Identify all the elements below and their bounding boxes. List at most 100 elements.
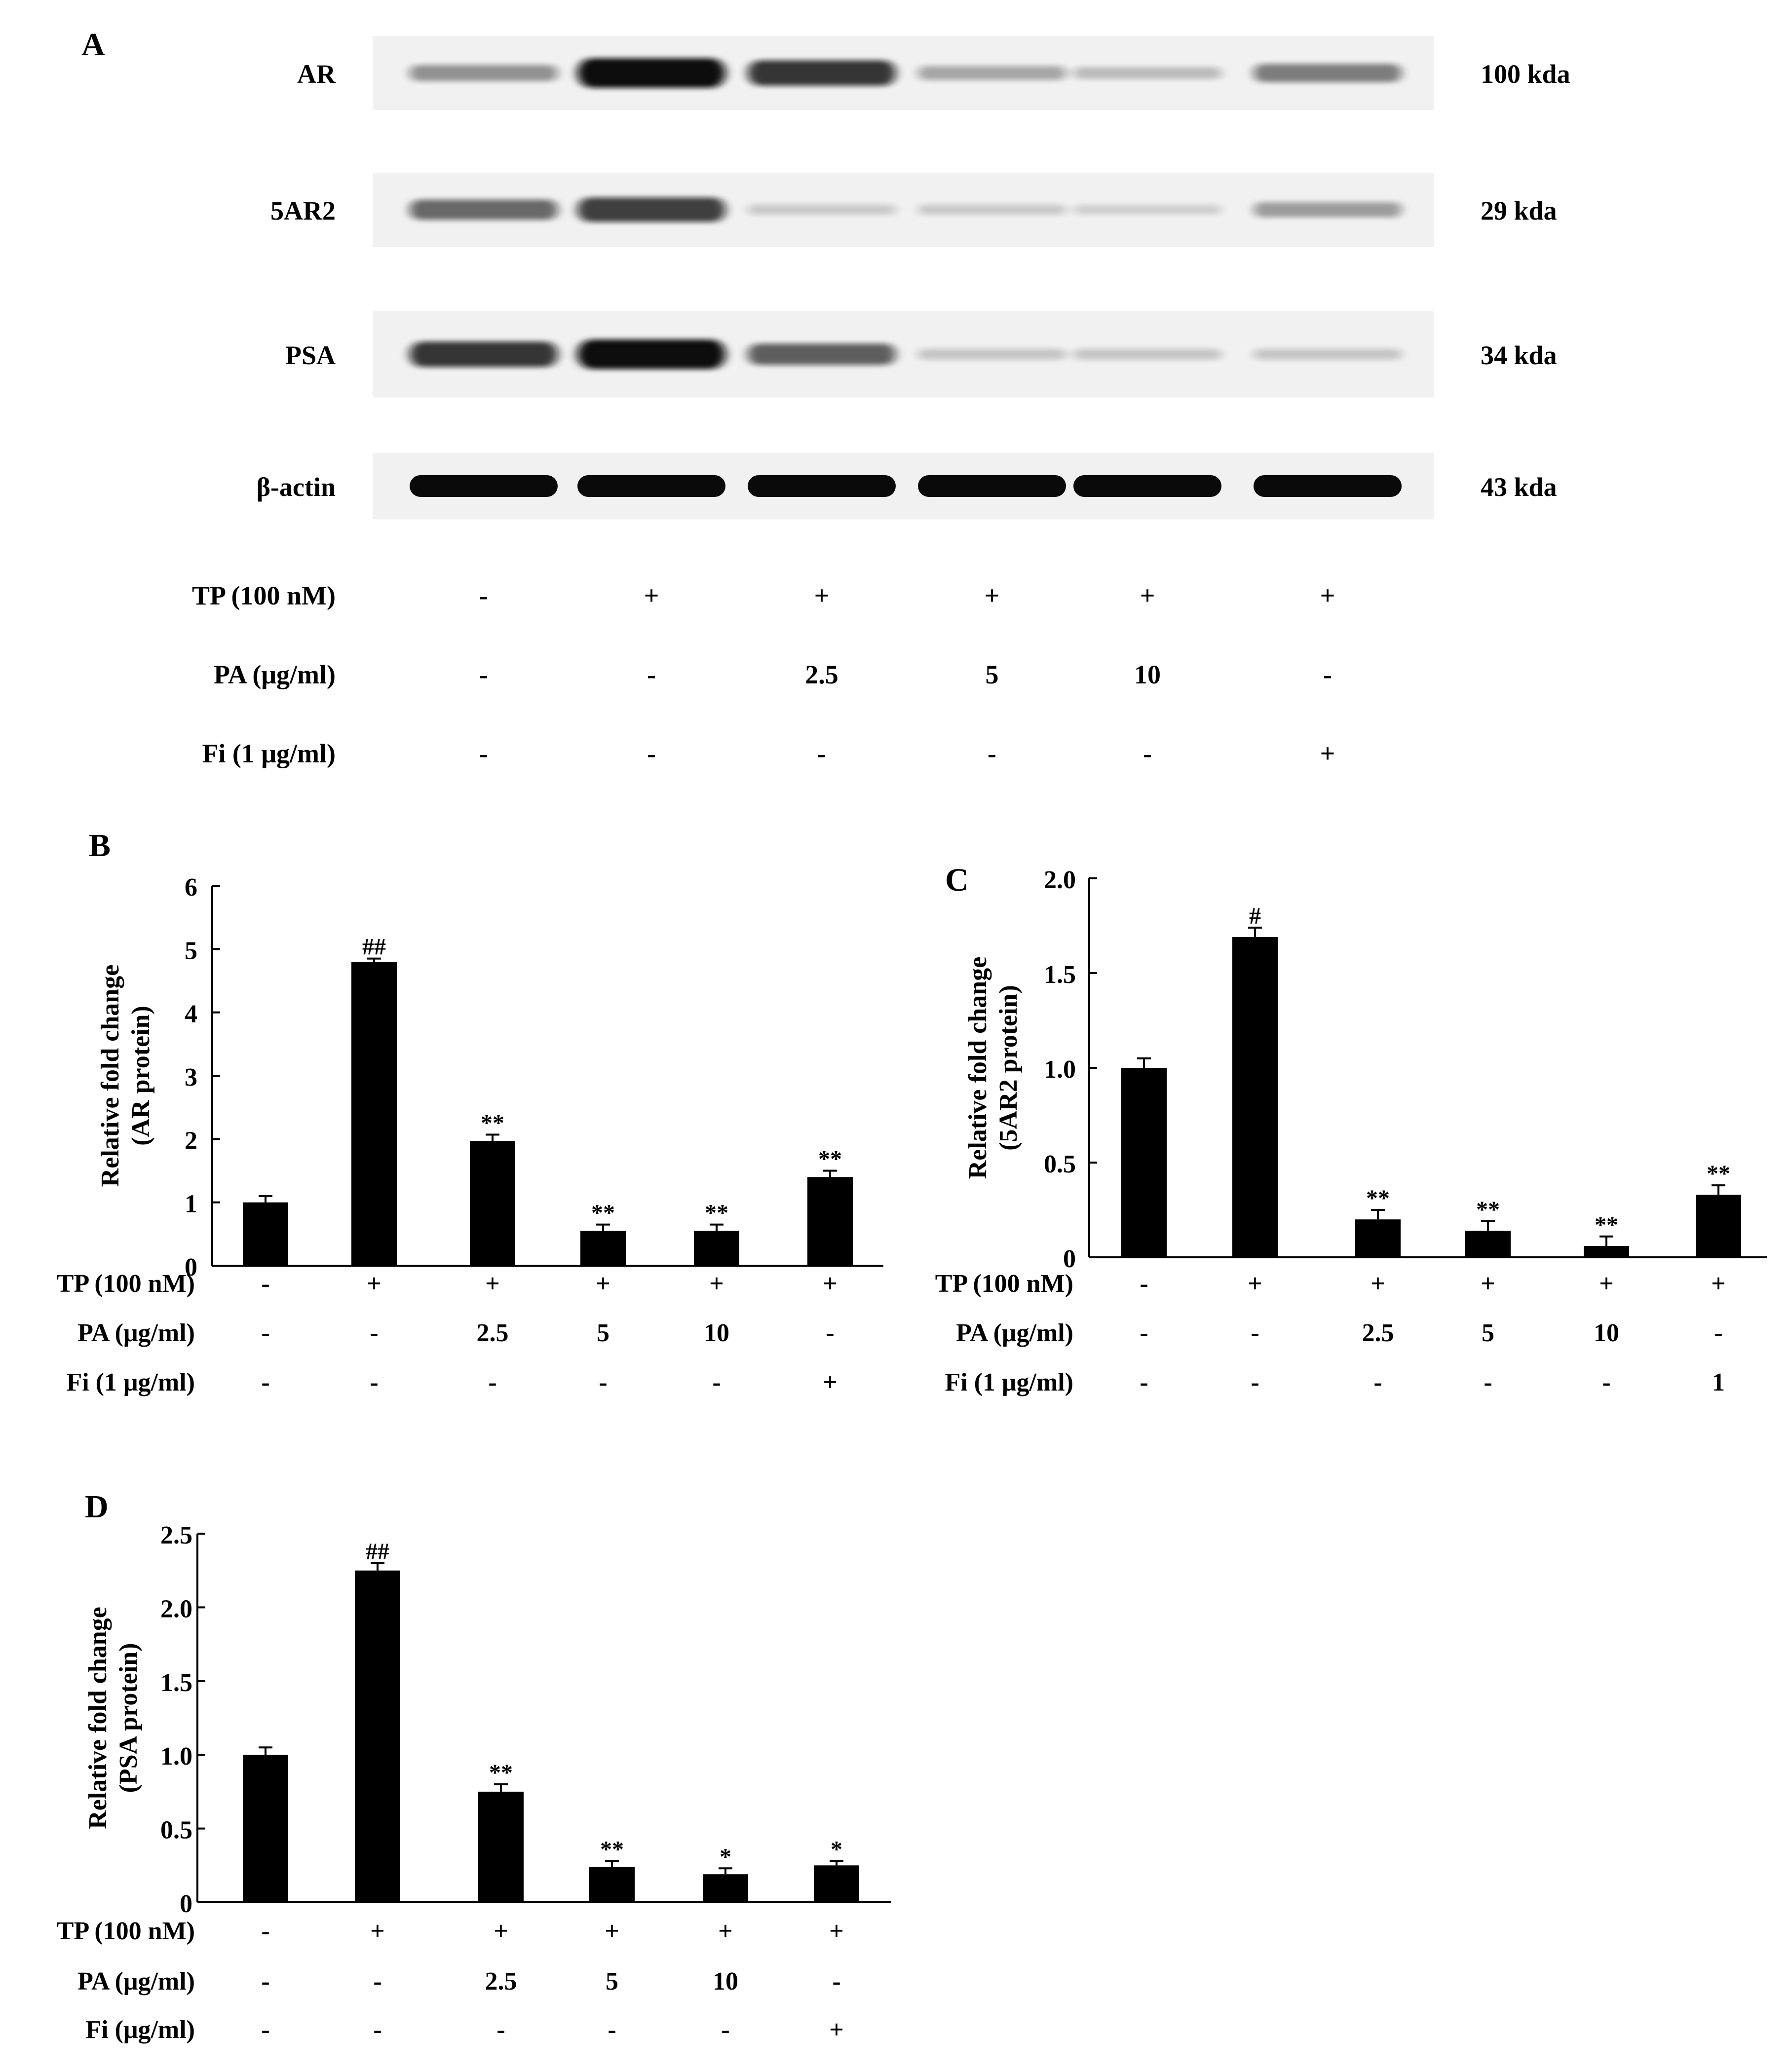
treatment-label: TP (100 nM)	[57, 1917, 195, 1945]
molecular-weight-label: 100 kda	[1481, 59, 1570, 89]
treatment-value: +	[1599, 1270, 1614, 1298]
treatment-value: -	[261, 2016, 269, 2044]
y-tick-label: 4	[185, 1000, 197, 1028]
bar	[814, 1865, 859, 1902]
blot-treatment-row: Fi (1 μg/ml) - - - - - +	[202, 739, 1335, 768]
y-tick-label: 3	[185, 1063, 197, 1092]
y-axis-title: (AR protein)	[127, 1006, 155, 1146]
significance-label: **	[705, 1200, 728, 1226]
y-tick-label: 1.5	[1044, 961, 1076, 989]
significance-label: *	[831, 1836, 842, 1862]
blot-band	[1254, 348, 1402, 360]
blot-band	[1073, 204, 1221, 215]
treatment-value: +	[985, 581, 1000, 610]
treatment-value: 5	[1482, 1319, 1494, 1347]
treatment-value: -	[1484, 1368, 1492, 1396]
treatment-label: Fi (1 μg/ml)	[945, 1368, 1073, 1396]
blot-band	[918, 204, 1066, 215]
treatment-value: -	[1251, 1319, 1259, 1347]
significance-label: *	[720, 1844, 731, 1870]
treatment-value: -	[608, 2016, 616, 2044]
treatment-value: +	[367, 1270, 381, 1298]
y-tick-label: 2	[185, 1127, 197, 1155]
bar	[243, 1202, 288, 1266]
treatment-value: -	[373, 2016, 381, 2044]
y-axis-title: (PSA protein)	[114, 1643, 143, 1793]
blot-row-5ar2: 5AR2 29 kda	[270, 173, 1557, 247]
blot-treatment-row: PA (μg/ml) - - 2.5 5 10 -	[214, 660, 1332, 689]
y-axis-title: Relative fold change	[84, 1607, 112, 1829]
treatment-value: +	[1371, 1270, 1385, 1298]
chart-panel-c: C 0 0.5 1.0 1.5 2.0 Relative fold change (5AR2 …	[935, 862, 1767, 1396]
significance-label: **	[1707, 1161, 1730, 1187]
blot-band	[1073, 67, 1221, 79]
blot-band	[748, 475, 896, 497]
bar	[470, 1141, 515, 1266]
molecular-weight-label: 29 kda	[1481, 196, 1557, 226]
blot-band	[1254, 64, 1402, 82]
treatment-value: -	[1323, 660, 1332, 689]
bar	[703, 1874, 748, 1902]
y-tick-label: 2.0	[1044, 866, 1076, 894]
protein-label: β-actin	[257, 472, 336, 502]
treatment-value: +	[1140, 581, 1155, 610]
treatment-value: -	[647, 739, 656, 768]
treatment-value: +	[1320, 581, 1335, 610]
treatment-value: -	[261, 1917, 269, 1945]
treatment-value: -	[1140, 1368, 1148, 1396]
treatment-value: -	[1140, 1319, 1148, 1347]
treatment-value: 5	[597, 1319, 609, 1347]
bar	[1465, 1231, 1511, 1257]
western-blot-panel: A AR 100 kda 5AR2 29 kda PSA 34 kda β-actin 43 …	[81, 27, 1570, 768]
significance-label: **	[818, 1146, 842, 1172]
bar	[1121, 1068, 1167, 1257]
blot-band	[1254, 202, 1402, 218]
blot-band	[918, 475, 1066, 497]
treatment-label: Fi (1 μg/ml)	[202, 739, 336, 768]
treatment-value: -	[479, 660, 488, 689]
y-tick-label: 0	[1063, 1245, 1076, 1273]
blot-band	[748, 204, 896, 215]
blot-band	[748, 60, 896, 86]
treatment-value: 5	[986, 660, 999, 689]
bar	[351, 962, 397, 1266]
y-tick-label: 2.5	[160, 1521, 192, 1549]
treatment-value: 2.5	[1362, 1319, 1394, 1347]
treatment-value: -	[721, 2016, 729, 2044]
treatment-value: -	[496, 2016, 505, 2044]
blot-band	[918, 348, 1066, 360]
blot-band	[410, 199, 558, 220]
bar	[807, 1177, 853, 1266]
bar	[1584, 1245, 1629, 1257]
treatment-value: 2.5	[805, 660, 838, 689]
treatment-value: +	[596, 1270, 610, 1298]
significance-label: **	[600, 1836, 624, 1862]
y-tick-label: 0	[180, 1890, 192, 1918]
treatment-value: +	[814, 581, 830, 610]
significance-label: ##	[362, 934, 386, 960]
blot-row-actin: β-actin 43 kda	[257, 452, 1557, 520]
y-tick-label: 1.0	[1044, 1055, 1076, 1084]
bar	[1355, 1219, 1401, 1257]
y-tick-label: 0.5	[1044, 1150, 1076, 1178]
significance-label: **	[1476, 1197, 1500, 1223]
blot-band	[577, 475, 725, 497]
blot-row-psa: PSA 34 kda	[285, 311, 1557, 398]
treatment-value: 10	[704, 1319, 729, 1347]
significance-label: **	[1366, 1185, 1390, 1211]
treatment-value: -	[599, 1368, 607, 1396]
blot-band	[1254, 475, 1402, 497]
treatment-value: +	[1481, 1270, 1495, 1298]
y-tick-label: 1	[185, 1190, 197, 1218]
treatment-value: -	[479, 581, 488, 610]
treatment-label: TP (100 nM)	[192, 581, 336, 610]
treatment-value: +	[605, 1917, 619, 1945]
treatment-value: 10	[1134, 660, 1161, 689]
blot-band	[577, 339, 725, 369]
y-axis-title: (5AR2 protein)	[994, 985, 1023, 1151]
treatment-label: TP (100 nM)	[57, 1270, 195, 1298]
treatment-label: PA (μg/ml)	[214, 660, 336, 689]
treatment-value: +	[829, 1917, 844, 1945]
treatment-value: -	[261, 1368, 269, 1396]
